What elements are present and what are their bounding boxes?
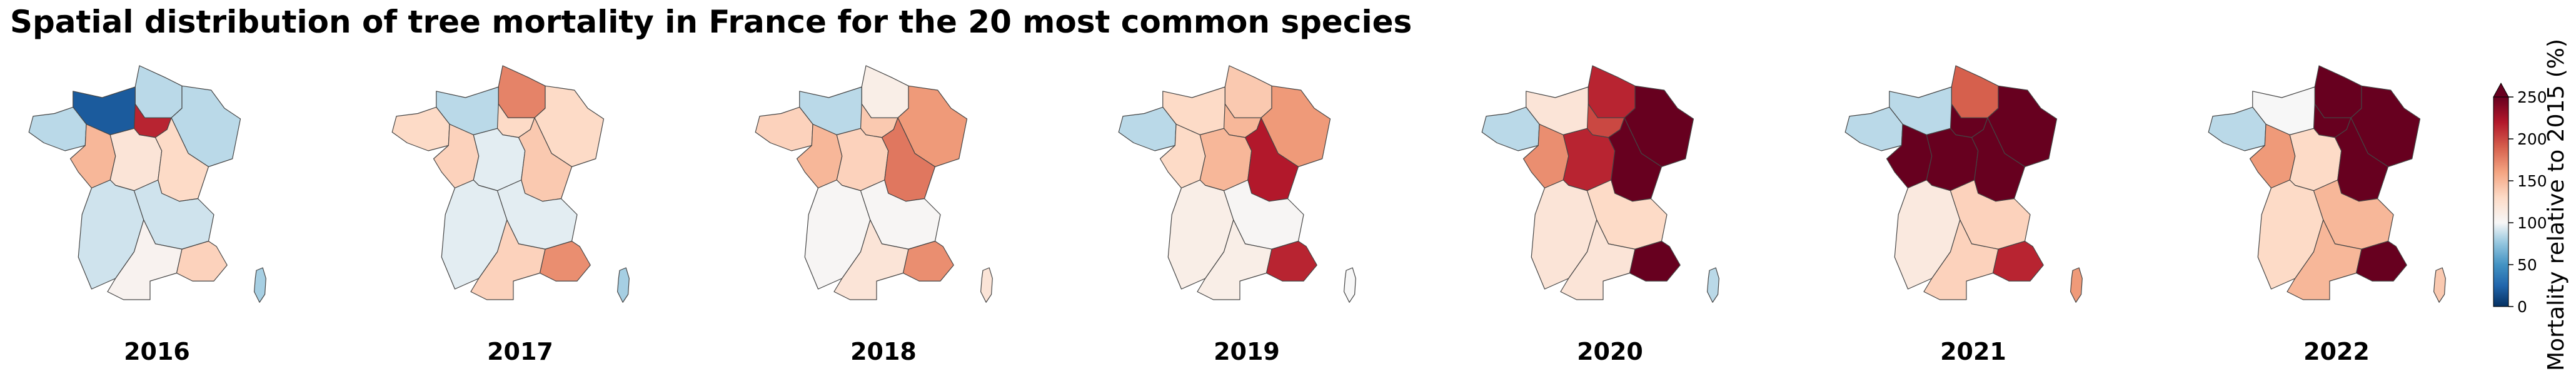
region-grand-est <box>2350 85 2421 168</box>
colorbar-extend-arrow <box>2493 82 2509 98</box>
colorbar-tick-label: 250 <box>2517 88 2547 106</box>
region-corse <box>980 267 993 303</box>
map-panels: 2016 2017 2018 2019 2020 2021 2022 <box>28 65 2446 365</box>
region-centre-val-de-loire <box>1562 128 1616 191</box>
map-panel-2020 <box>1481 65 1719 303</box>
region-centre-val-de-loire <box>2289 128 2342 191</box>
map-panel-2021 <box>1844 65 2083 303</box>
region-provence-alpes-cote-d-azur <box>1265 240 1317 282</box>
region-centre-val-de-loire <box>1926 128 1979 191</box>
colorbar-label: Mortality relative to 2015 (%) <box>2543 39 2569 371</box>
region-provence-alpes-cote-d-azur <box>1992 240 2044 282</box>
region-centre-val-de-loire <box>1199 128 1252 191</box>
region-corse <box>617 267 630 303</box>
colorbar-tick-label: 150 <box>2517 172 2547 190</box>
region-grand-est <box>897 85 968 168</box>
region-grand-est <box>1987 85 2058 168</box>
region-corse <box>254 267 266 303</box>
region-grand-est <box>534 85 605 168</box>
panel-label: 2021 <box>1940 338 2006 365</box>
panel-label: 2020 <box>1577 338 1643 365</box>
colorbar-tick-label: 0 <box>2517 298 2527 316</box>
region-hauts-de-france <box>2314 65 2362 118</box>
region-hauts-de-france <box>1224 65 1272 118</box>
region-provence-alpes-cote-d-azur <box>2355 240 2407 282</box>
region-centre-val-de-loire <box>109 128 163 191</box>
chart-title: Spatial distribution of tree mortality i… <box>10 4 1412 40</box>
colorbar-tick-label: 200 <box>2517 130 2547 148</box>
region-hauts-de-france <box>498 65 546 118</box>
region-grand-est <box>171 85 241 168</box>
region-bretagne <box>391 106 450 151</box>
region-bretagne <box>1481 106 1540 151</box>
region-centre-val-de-loire <box>473 128 526 191</box>
region-bretagne <box>2208 106 2267 151</box>
map-panel-2022 <box>2208 65 2446 303</box>
region-provence-alpes-cote-d-azur <box>1629 240 1681 282</box>
panel-label: 2022 <box>2303 338 2370 365</box>
region-hauts-de-france <box>1587 65 1636 118</box>
region-corse <box>2070 267 2083 303</box>
region-centre-val-de-loire <box>836 128 889 191</box>
region-corse <box>2433 267 2446 303</box>
map-panel-2019 <box>1118 65 1356 303</box>
colorbar-tick-label: 100 <box>2517 214 2547 232</box>
region-grand-est <box>1260 85 1331 168</box>
map-panel-2018 <box>755 65 993 303</box>
panel-label: 2018 <box>850 338 917 365</box>
map-panel-2016 <box>28 65 266 303</box>
panel-label: 2016 <box>124 338 190 365</box>
map-panel-2017 <box>391 65 630 303</box>
panel-label: 2019 <box>1214 338 1280 365</box>
region-provence-alpes-cote-d-azur <box>176 240 228 282</box>
region-provence-alpes-cote-d-azur <box>539 240 591 282</box>
region-hauts-de-france <box>861 65 909 118</box>
region-corse <box>1344 267 1356 303</box>
region-bretagne <box>1118 106 1177 151</box>
region-bretagne <box>1844 106 1903 151</box>
colorbar-tick-label: 50 <box>2517 256 2537 274</box>
region-hauts-de-france <box>1951 65 1999 118</box>
panel-label: 2017 <box>487 338 553 365</box>
region-corse <box>1707 267 1719 303</box>
region-hauts-de-france <box>134 65 183 118</box>
region-bretagne <box>28 106 87 151</box>
region-provence-alpes-cote-d-azur <box>902 240 954 282</box>
region-bretagne <box>755 106 813 151</box>
region-grand-est <box>1624 85 1694 168</box>
colorbar-gradient <box>2493 96 2509 307</box>
